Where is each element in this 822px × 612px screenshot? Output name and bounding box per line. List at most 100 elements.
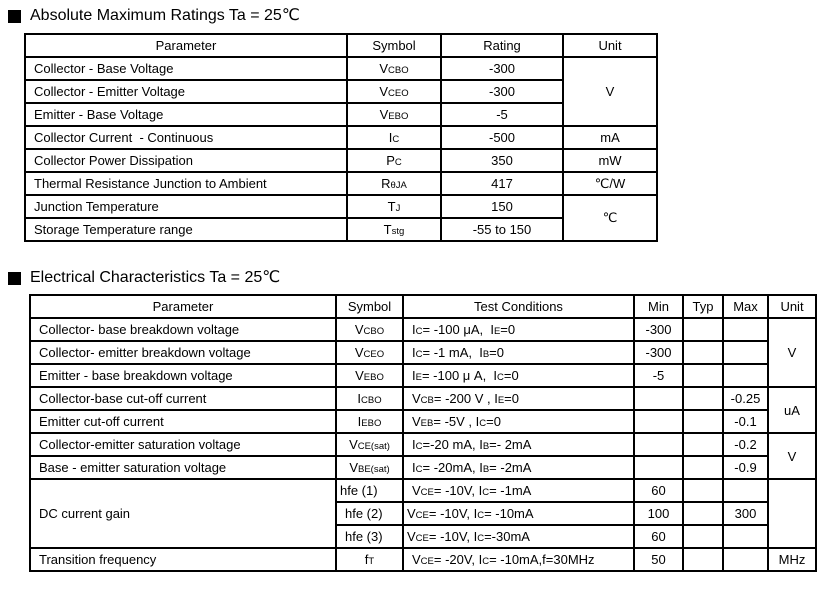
table-cell: -55 to 150 — [440, 217, 564, 242]
table-cell: -0.25 — [722, 386, 769, 411]
table-row: Collector-emitter saturation voltage VCE(… — [29, 432, 817, 480]
table-cell: Collector-emitter saturation voltage — [29, 432, 337, 457]
table-cell: -0.2 — [722, 432, 769, 457]
table-row: Collector - Emitter Voltage VCEO -300 — [24, 79, 657, 104]
table-cell: -300 — [633, 317, 684, 342]
table-cell: 300 — [722, 501, 769, 526]
table-cell: 150 — [440, 194, 564, 219]
column-header: Parameter — [24, 33, 348, 58]
table-row: Emitter - base breakdown voltage VEBO IE= … — [29, 363, 816, 388]
table-cell: 417 — [440, 171, 564, 196]
table-row: DC current gain hfe (1) VCE= -10V, IC= -1m… — [29, 478, 817, 549]
table-cell: VCE= -10V, IC= -1mA — [402, 478, 635, 503]
table-cell: -5 — [633, 363, 684, 388]
table-cell: fT — [335, 547, 404, 572]
table-cell: VCE(sat) — [335, 432, 404, 457]
table-header-row: Parameter Symbol Test Conditions Min Typ Max U… — [29, 294, 817, 319]
table-cell: Collector - Emitter Voltage — [24, 79, 348, 104]
table-cell — [682, 455, 724, 480]
table-cell: VCBO — [346, 56, 442, 81]
table-cell: VCE= -20V, IC= -10mA,f=30MHz — [402, 547, 635, 572]
table-row: Collector - Base Voltage VCBO -300 V — [24, 56, 658, 127]
table-cell: IC= -1 mA, IB=0 — [402, 340, 635, 365]
table-cell — [682, 478, 724, 503]
table-cell: 50 — [633, 547, 684, 572]
table-cell — [633, 386, 684, 411]
table-cell: Collector Current - Continuous — [24, 125, 348, 150]
table-cell: uA — [767, 386, 817, 434]
table-row: Collector- emitter breakdown voltage VCEO… — [29, 340, 816, 365]
column-header: Symbol — [335, 294, 404, 319]
table-cell: RθJA — [346, 171, 442, 196]
table-cell — [682, 340, 724, 365]
table-cell — [633, 409, 684, 434]
datasheet-page: Absolute Maximum Ratings Ta = 25℃ Parame… — [8, 0, 822, 572]
table-cell: 350 — [440, 148, 564, 173]
abs-max-ratings-section-title-row: Absolute Maximum Ratings Ta = 25℃ — [8, 0, 822, 25]
table-cell: -0.1 — [722, 409, 769, 434]
table-cell: mA — [562, 125, 658, 150]
table-cell: -300 — [440, 56, 564, 81]
table-cell: IEBO — [335, 409, 404, 434]
table-row: Junction Temperature TJ 150 ℃ — [24, 194, 658, 242]
table-cell: -300 — [440, 79, 564, 104]
column-header: Max — [722, 294, 769, 319]
table-cell: -0.9 — [722, 455, 769, 480]
table-cell: MHz — [767, 547, 817, 572]
table-row: Collector Current - Continuous IC -500 mA — [24, 125, 658, 150]
table-row: Base - emitter saturation voltage VBE(sat… — [29, 455, 816, 480]
table-header-row: Parameter Symbol Rating Unit — [24, 33, 658, 58]
table-cell: Emitter cut-off current — [29, 409, 337, 434]
table-cell: Collector- emitter breakdown voltage — [29, 340, 337, 365]
table-cell: VCB= -200 V , IE=0 — [402, 386, 635, 411]
column-header: Typ — [682, 294, 724, 319]
table-cell: VBE(sat) — [335, 455, 404, 480]
table-cell: mW — [562, 148, 658, 173]
table-row: Storage Temperature range Tstg -55 to 150 — [24, 217, 657, 242]
table-cell: -300 — [633, 340, 684, 365]
table-row: Collector-base cut-off current ICBO VCB= -… — [29, 386, 817, 434]
absolute-maximum-ratings-table-body: Collector - Base Voltage VCBO -300 V Collect… — [24, 56, 658, 242]
table-cell: ICBO — [335, 386, 404, 411]
column-header: Symbol — [346, 33, 442, 58]
electrical-characteristics-table: Parameter Symbol Test Conditions Min Typ Max U… — [29, 294, 817, 572]
black-square-bullet-icon — [8, 9, 21, 23]
table-cell: ℃/W — [562, 171, 658, 196]
table-cell: hfe (1) — [335, 478, 404, 503]
table-cell: IC= -20mA, IB= -2mA — [402, 455, 635, 480]
table-cell: Transition frequency — [29, 547, 337, 572]
black-square-bullet-icon — [8, 271, 21, 285]
table-cell — [682, 409, 724, 434]
table-cell: VEBO — [346, 102, 442, 127]
table-cell: DC current gain — [29, 478, 337, 549]
table-cell — [633, 455, 684, 480]
table-cell: Emitter - Base Voltage — [24, 102, 348, 127]
electrical-characteristics-section-title-row: Electrical Characteristics Ta = 25℃ — [8, 269, 822, 287]
table-cell: Collector - Base Voltage — [24, 56, 348, 81]
table-row: Collector- base breakdown voltage VCBO IC=… — [29, 317, 817, 388]
table-cell: Collector Power Dissipation — [24, 148, 348, 173]
table-cell: Junction Temperature — [24, 194, 348, 219]
table-cell — [722, 363, 769, 388]
table-cell: 100 — [633, 501, 684, 526]
table-row: Emitter - Base Voltage VEBO -5 — [24, 102, 657, 127]
column-header: Unit — [562, 33, 658, 58]
table-cell: Emitter - base breakdown voltage — [29, 363, 337, 388]
table-cell — [722, 524, 769, 549]
table-row: Emitter cut-off current IEBO VEB= -5V , IC… — [29, 409, 816, 434]
table-cell: hfe (3) — [335, 524, 404, 549]
table-cell: PC — [346, 148, 442, 173]
table-cell — [767, 478, 817, 549]
table-cell: IC=-20 mA, IB=- 2mA — [402, 432, 635, 457]
table-cell: 60 — [633, 478, 684, 503]
table-cell: ℃ — [562, 194, 658, 242]
table-cell: Collector- base breakdown voltage — [29, 317, 337, 342]
table-cell — [722, 340, 769, 365]
abs-max-ratings-section-title: Absolute Maximum Ratings Ta = 25℃ — [30, 7, 300, 24]
table-cell: Collector-base cut-off current — [29, 386, 337, 411]
table-cell: IC — [346, 125, 442, 150]
table-row: Transition frequency fT VCE= -20V, IC= -10… — [29, 547, 817, 572]
column-header: Rating — [440, 33, 564, 58]
column-header: Min — [633, 294, 684, 319]
table-cell: V — [767, 432, 817, 480]
